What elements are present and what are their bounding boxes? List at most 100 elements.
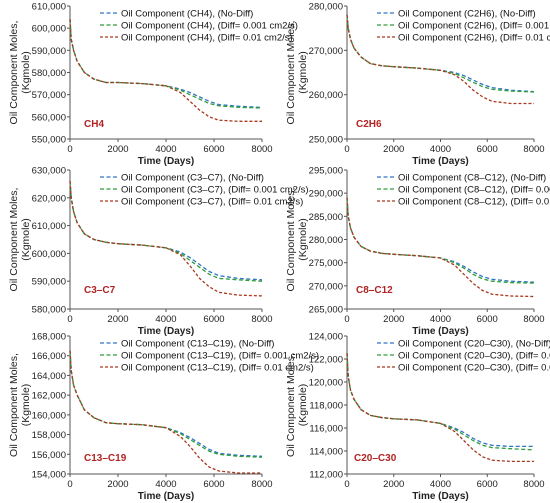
x-tick-label: 8000 [251, 144, 272, 155]
x-tick-label: 4000 [430, 144, 451, 155]
legend-entry: Oil Component (C13–C19), (Diff= 0.001 cm… [121, 350, 319, 361]
legend-entry: Oil Component (C3–C7), (Diff= 0.001 cm2/… [121, 184, 309, 195]
x-axis-label: Time (Days) [412, 491, 469, 502]
legend-entry: Oil Component (C2H6), (Diff= 0.01 cm2/s) [398, 32, 550, 43]
chart-panel-5: 154,000 156,000 158,000 160,000 162,000 164,0… [8, 332, 319, 503]
legend-entry: Oil Component (C3–C7), (No-Diff) [121, 172, 264, 183]
legend-entry: Oil Component (C20–C30), (Diff= 0.01 cm2… [398, 362, 550, 373]
x-tick-label: 0 [344, 479, 349, 490]
y-tick-label: 560,000 [32, 112, 66, 123]
x-tick-label: 6000 [477, 314, 498, 325]
y-tick-label: 156,000 [32, 450, 66, 461]
series-line-3 [69, 19, 262, 122]
y-axis-label-line: (Kgmole) [20, 51, 32, 94]
y-tick-label: 290,000 [309, 189, 343, 200]
y-tick-label: 570,000 [32, 90, 66, 101]
x-tick-label: 4000 [430, 479, 451, 490]
series-line-3 [346, 197, 535, 298]
y-tick-label: 122,000 [309, 355, 343, 366]
series-line-2 [346, 197, 535, 284]
y-tick-label: 590,000 [32, 46, 66, 57]
x-tick-label: 8000 [523, 479, 544, 490]
y-tick-label: 160,000 [32, 410, 66, 421]
y-tick-label: 112,000 [309, 470, 343, 481]
y-axis-label: Oil Component Moles,(Kgmole) [8, 188, 32, 292]
y-tick-label: 590,000 [32, 277, 66, 288]
series-line-1 [346, 197, 535, 283]
component-tag: C8–C12 [356, 285, 393, 296]
y-axis-label-line: (Kgmole) [20, 218, 32, 261]
x-tick-label: 2000 [383, 314, 404, 325]
y-tick-label: 116,000 [309, 424, 343, 435]
x-tick-label: 6000 [203, 314, 224, 325]
y-tick-label: 168,000 [32, 332, 66, 343]
component-tag: C2H6 [356, 119, 382, 130]
y-axis-label-line: (Kgmole) [297, 384, 309, 427]
y-tick-label: 120,000 [309, 378, 343, 389]
x-tick-label: 0 [344, 314, 349, 325]
chart-panel-3: 580,000 590,000 600,000 610,000 620,000 630,0… [8, 166, 309, 338]
y-tick-label: 275,000 [309, 258, 343, 269]
series-line-3 [346, 14, 534, 105]
y-tick-label: 270,000 [309, 281, 343, 292]
x-tick-label: 6000 [477, 144, 498, 155]
chart-panel-6: 112,000 114,000 116,000 118,000 120,000 122,0… [285, 332, 550, 503]
x-tick-label: 2000 [107, 479, 128, 490]
y-tick-label: 280,000 [309, 2, 343, 13]
y-axis-label: Oil Component Moles,(Kgmole) [8, 21, 32, 125]
y-axis-label: Oil Component Moles,(Kgmole) [285, 21, 309, 125]
x-tick-label: 8000 [251, 314, 272, 325]
x-tick-label: 0 [67, 479, 72, 490]
legend-entry: Oil Component (C2H6), (No-Diff) [398, 8, 536, 19]
x-tick-label: 0 [67, 144, 72, 155]
legend-entry: Oil Component (C20–C30), (Diff= 0.001 cm… [398, 350, 550, 361]
y-tick-label: 114,000 [309, 447, 343, 458]
y-axis-label-line: Oil Component Moles, [8, 353, 20, 457]
y-tick-label: 164,000 [32, 371, 66, 382]
x-tick-label: 4000 [430, 314, 451, 325]
y-tick-label: 600,000 [32, 24, 66, 35]
y-tick-label: 620,000 [32, 193, 66, 204]
y-axis-label-line: Oil Component Moles, [8, 21, 20, 125]
y-axis-label-line: (Kgmole) [297, 218, 309, 261]
series-line-3 [69, 350, 262, 474]
component-tag: CH4 [84, 119, 104, 130]
x-tick-label: 0 [344, 144, 349, 155]
y-tick-label: 580,000 [32, 305, 66, 316]
x-tick-label: 2000 [383, 479, 404, 490]
y-tick-label: 600,000 [32, 249, 66, 260]
x-tick-label: 6000 [203, 144, 224, 155]
y-axis-label: Oil Component Moles,(Kgmole) [285, 353, 309, 457]
y-axis-label-line: (Kgmole) [20, 384, 32, 427]
y-tick-label: 630,000 [32, 166, 66, 177]
y-tick-label: 118,000 [309, 401, 343, 412]
legend-entry: Oil Component (C20–C30), (No-Diff) [398, 338, 550, 349]
x-tick-label: 6000 [203, 479, 224, 490]
legend-entry: Oil Component (CH4), (No-Diff) [121, 8, 253, 19]
x-tick-label: 4000 [155, 144, 176, 155]
y-axis-label-line: Oil Component Moles, [8, 188, 20, 292]
y-axis-label: Oil Component Moles,(Kgmole) [8, 353, 32, 457]
y-tick-label: 580,000 [32, 68, 66, 79]
x-tick-label: 8000 [523, 314, 544, 325]
y-tick-label: 285,000 [309, 212, 343, 223]
legend-entry: Oil Component (CH4), (Diff= 0.001 cm2/s) [121, 20, 298, 31]
chart-panel-4: 265,000 270,000 275,000 280,000 285,000 290,0… [285, 166, 550, 338]
x-tick-label: 4000 [155, 479, 176, 490]
y-tick-label: 610,000 [32, 221, 66, 232]
component-tag: C13–C19 [84, 453, 127, 464]
legend-entry: Oil Component (C3–C7), (Diff= 0.01 cm2/s… [121, 196, 303, 207]
y-tick-label: 265,000 [309, 305, 343, 316]
x-tick-label: 2000 [107, 144, 128, 155]
y-tick-label: 250,000 [309, 135, 343, 146]
x-axis-label: Time (Days) [412, 156, 469, 167]
legend-entry: Oil Component (C8–C12), (Diff= 0.01 cm2/… [398, 196, 550, 207]
component-tag: C20–C30 [354, 453, 397, 464]
y-tick-label: 124,000 [309, 332, 343, 343]
series-line-2 [346, 14, 535, 93]
y-tick-label: 260,000 [309, 90, 343, 101]
y-tick-label: 280,000 [309, 235, 343, 246]
y-axis-label-line: Oil Component Moles, [285, 21, 297, 125]
y-axis-label-line: Oil Component Moles, [285, 353, 297, 457]
